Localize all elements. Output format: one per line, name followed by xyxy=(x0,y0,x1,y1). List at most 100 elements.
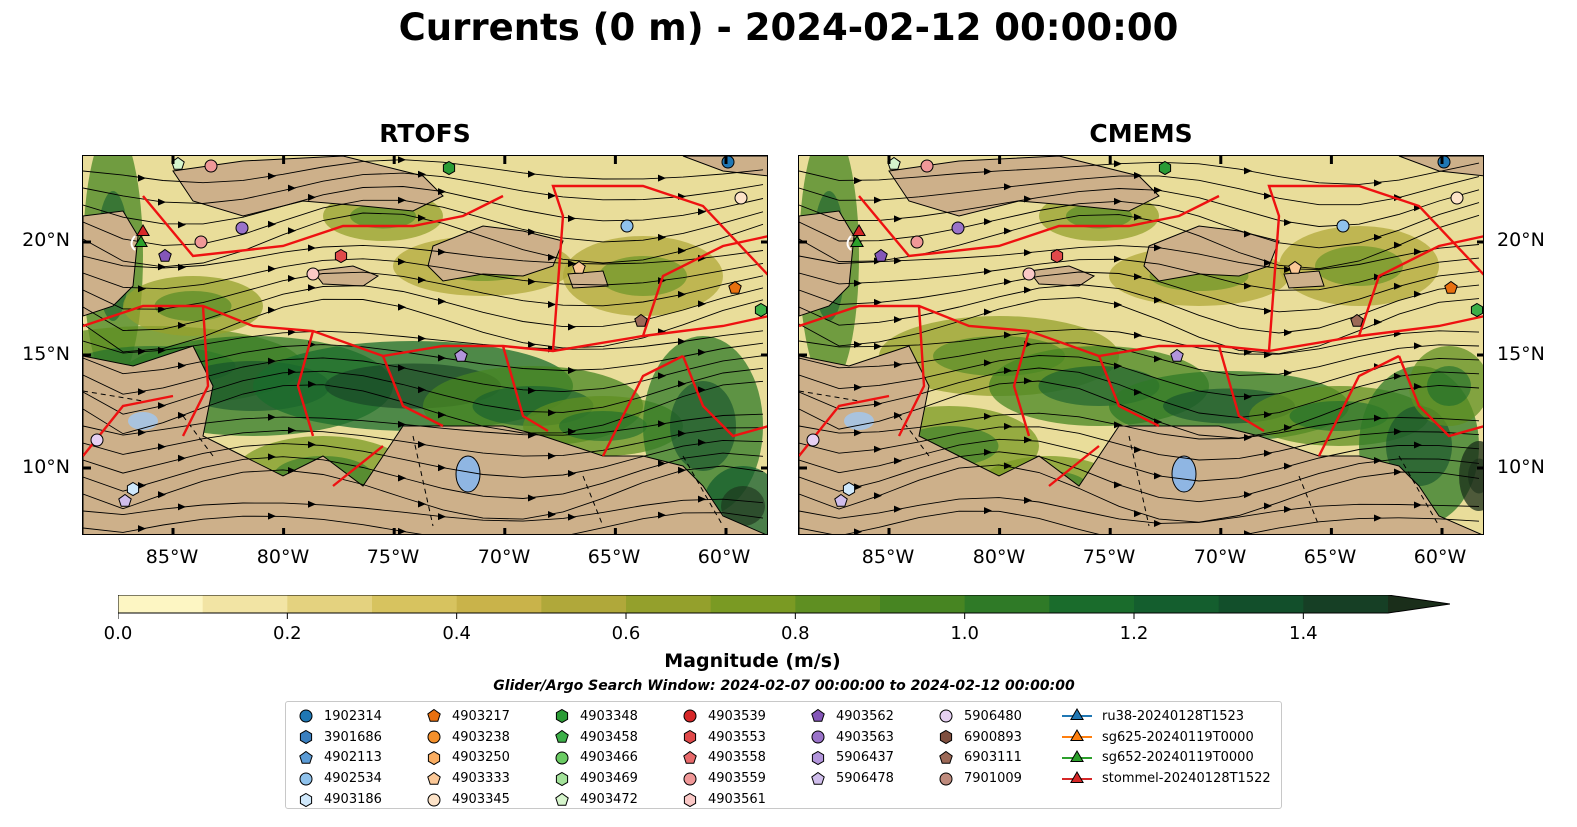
colorbar-tick-label: 1.2 xyxy=(1119,623,1149,644)
streamline xyxy=(799,188,1480,227)
colorbar-segment xyxy=(795,595,881,613)
streamline-arrow xyxy=(854,279,862,287)
streamline-arrow xyxy=(1244,491,1252,499)
legend-entry: ru38-20240128T1523 xyxy=(1062,706,1271,727)
streamline-arrow xyxy=(854,429,862,437)
legend-entry: 4903333 xyxy=(426,768,510,789)
marker-circle xyxy=(1450,191,1464,205)
streamline-arrow xyxy=(288,368,296,376)
streamline-arrow xyxy=(528,278,536,286)
streamline-arrow xyxy=(308,244,316,252)
legend-label: 4902113 xyxy=(324,750,382,766)
panel-title-cmems: CMEMS xyxy=(1089,119,1193,148)
legend-label: 4903469 xyxy=(580,771,638,787)
legend-entry: 5906478 xyxy=(810,768,894,789)
streamline-arrow xyxy=(698,386,706,394)
streamline-arrow xyxy=(1114,421,1122,429)
eez-boundary-lines xyxy=(799,184,1483,487)
streamline-arrow xyxy=(1244,530,1252,534)
streamline-arrow xyxy=(548,192,556,200)
legend-marker-icon xyxy=(939,772,953,786)
streamline-arrow xyxy=(178,321,186,329)
streamline-arrow xyxy=(678,430,686,438)
marker-hexagon xyxy=(683,730,697,745)
legend-column: 5906480 6900893 6903111 7901009 xyxy=(938,706,1022,789)
legend-label: 4903217 xyxy=(452,708,510,724)
legend-marker-icon xyxy=(427,730,441,744)
legend-marker-icon xyxy=(1062,770,1092,783)
legend-label: 3901686 xyxy=(324,729,382,745)
legend-label: 4903186 xyxy=(324,792,382,808)
streamline-arrow xyxy=(874,445,882,453)
legend-column: 4903539 4903553 4903558 4903559 4903561 xyxy=(682,706,766,810)
legend-entry: 4903458 xyxy=(554,727,638,748)
marker-triangle xyxy=(1070,729,1084,742)
streamline-arrow xyxy=(268,413,276,421)
streamline-arrow xyxy=(158,443,166,451)
streamline-arrow xyxy=(1264,192,1272,200)
streamline-arrow xyxy=(308,193,316,201)
marker-hexagon xyxy=(427,750,441,766)
streamline-arrow xyxy=(1284,369,1292,377)
colorbar-outline xyxy=(117,594,1451,614)
marker-circle xyxy=(683,772,697,786)
streamline xyxy=(83,244,764,269)
legend-label: stommel-20240128T1522 xyxy=(1102,771,1271,787)
marker-circle xyxy=(939,709,953,723)
streamline-arrow xyxy=(1244,433,1252,441)
marker-circle xyxy=(299,772,313,786)
streamline-arrow xyxy=(1154,472,1162,480)
streamline-arrow xyxy=(528,431,536,439)
streamline-arrow xyxy=(1004,331,1012,339)
legend-marker-icon xyxy=(683,730,697,745)
streamline-arrow xyxy=(548,300,556,308)
lat-label: 15°N xyxy=(22,343,70,365)
lon-label: 65°W xyxy=(587,546,641,568)
streamline-arrow xyxy=(678,466,686,474)
colorbar-segment xyxy=(541,595,627,613)
legend-entry: 1902314 xyxy=(298,706,382,727)
cuba-land xyxy=(888,156,1160,217)
streamline-arrow xyxy=(178,362,186,370)
streamline-arrow xyxy=(528,387,536,395)
streamline-arrow xyxy=(1134,388,1142,396)
streamline-arrow xyxy=(568,215,576,223)
streamline-arrow xyxy=(1284,329,1292,337)
legend-marker-icon xyxy=(427,771,441,785)
legend-column: ru38-20240128T1523 sg625-20240119T0000 sg6… xyxy=(1062,706,1271,789)
legend-label: 4902534 xyxy=(324,771,382,787)
streamline-arrow xyxy=(418,441,426,449)
streamline-arrow xyxy=(1114,160,1122,168)
marker-pentagon xyxy=(1350,313,1364,327)
marker-triangle xyxy=(1070,749,1084,762)
legend-marker-icon xyxy=(1062,729,1092,742)
streamline xyxy=(83,342,764,375)
streamline xyxy=(83,355,764,395)
streamline-arrow xyxy=(548,409,556,417)
streamline-arrow xyxy=(178,263,186,271)
streamline-arrow xyxy=(398,303,406,311)
marker-hexagon xyxy=(442,160,456,176)
streamline-arrow xyxy=(1024,286,1032,294)
marker-hexagon xyxy=(334,248,348,264)
colorbar-segment xyxy=(880,595,966,613)
colorbar-segment xyxy=(710,595,796,613)
marker-hexagon xyxy=(299,792,313,807)
legend: 1902314 3901686 4902113 4902534 4903186 49032… xyxy=(285,701,1282,809)
streamline-arrow xyxy=(288,184,296,192)
streamline-arrow xyxy=(268,220,276,228)
legend-entry: 4903561 xyxy=(682,789,766,810)
legend-label: 4903539 xyxy=(708,708,766,724)
streamline-arrow xyxy=(1154,186,1162,194)
streamline-arrow xyxy=(1244,282,1252,290)
streamline-arrow xyxy=(528,494,536,502)
marker-pentagon xyxy=(299,750,313,764)
streamline-arrow xyxy=(178,411,186,419)
streamline-arrow xyxy=(894,257,902,265)
streamline xyxy=(83,186,764,225)
figure-title: Currents (0 m) - 2024-02-12 00:00:00 xyxy=(398,6,1179,49)
legend-entry: 4903345 xyxy=(426,789,510,810)
search-window-caption: Glider/Argo Search Window: 2024-02-07 00… xyxy=(493,678,1075,694)
streamline-arrow xyxy=(1284,505,1292,513)
legend-entry: 5906437 xyxy=(810,748,894,769)
